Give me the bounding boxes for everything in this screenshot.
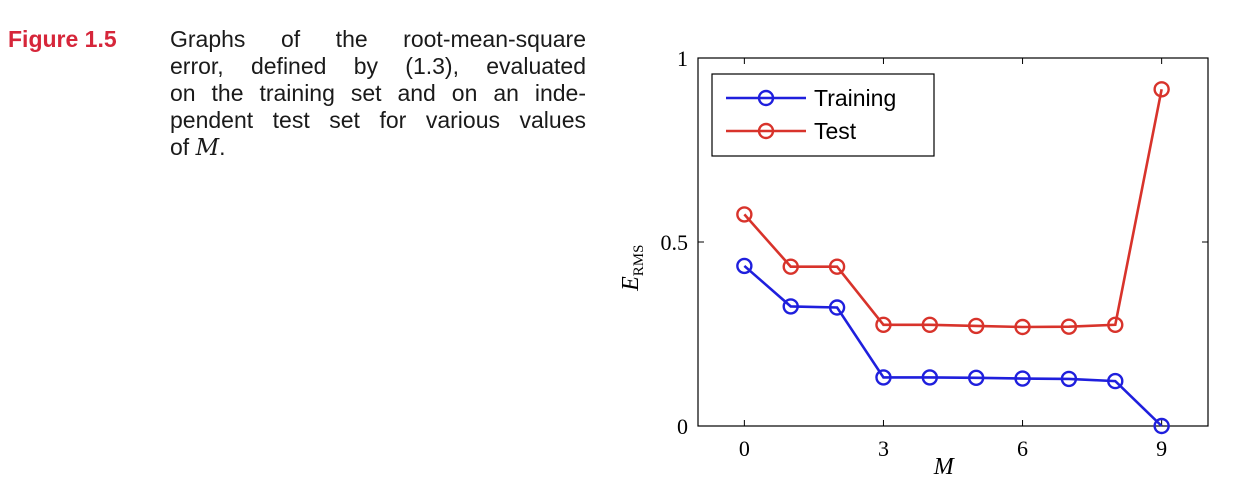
caption-line: pendent test set for various values <box>170 107 586 133</box>
data-point <box>736 206 753 223</box>
caption-last-prefix: of <box>170 134 196 160</box>
data-point <box>1014 318 1031 336</box>
data-point <box>921 316 939 333</box>
data-point <box>1153 417 1170 435</box>
data-point <box>1153 81 1170 98</box>
data-point <box>875 369 892 386</box>
legend-item: Training <box>726 85 896 111</box>
rms-error-chart: 0 3 6 9 0 0.5 1 Training Test M ERMS <box>618 46 1209 480</box>
x-tick-label: 0 <box>739 436 750 461</box>
legend-label: Test <box>814 118 857 144</box>
legend-marker <box>757 122 775 140</box>
data-point <box>1060 318 1078 335</box>
series-test <box>736 81 1170 336</box>
data-point <box>828 258 846 275</box>
data-point <box>1060 370 1078 388</box>
y-tick-label: 0 <box>677 414 688 439</box>
data-point <box>967 369 985 386</box>
data-point <box>1107 316 1124 333</box>
data-point <box>782 258 799 275</box>
caption-line: error, defined by (1.3), evaluated <box>170 53 586 79</box>
data-point <box>828 299 846 316</box>
legend-label: Training <box>814 85 896 111</box>
y-tick-label: 0.5 <box>661 230 689 255</box>
x-axis-label: M <box>933 454 956 480</box>
data-point <box>921 369 939 386</box>
y-axis-label-main: E <box>618 276 644 292</box>
series-line <box>743 89 1163 329</box>
series-training <box>736 257 1170 435</box>
data-point <box>1014 370 1031 387</box>
data-point <box>967 317 985 335</box>
caption-last-suffix: . <box>219 134 226 160</box>
data-point <box>736 257 753 275</box>
caption-line-last: of M. <box>170 134 586 162</box>
y-tick-label: 1 <box>677 46 688 71</box>
data-point <box>782 298 799 315</box>
legend-item: Test <box>726 118 857 144</box>
series-layer <box>736 81 1170 435</box>
figure-label: Figure 1.5 <box>8 26 117 52</box>
axes: 0 3 6 9 0 0.5 1 <box>661 46 1209 461</box>
y-axis-label-sub: RMS <box>631 245 647 277</box>
series-line <box>743 264 1163 427</box>
x-tick-label: 6 <box>1017 436 1028 461</box>
data-point <box>1107 372 1124 390</box>
data-point <box>875 316 892 333</box>
x-tick-label: 9 <box>1156 436 1167 461</box>
legend-box <box>711 73 935 157</box>
caption-text: Graphs of the root-mean-square error, de… <box>170 26 586 162</box>
legend-marker <box>757 89 775 107</box>
caption-line: on the training set and on an inde- <box>170 80 586 106</box>
caption-line: Graphs of the root-mean-square <box>170 26 586 52</box>
y-axis-label: ERMS <box>618 245 647 292</box>
x-tick-label: 3 <box>878 436 889 461</box>
legend: Training Test <box>711 73 935 157</box>
caption-math-symbol: M <box>195 135 220 161</box>
axis-labels: M ERMS <box>618 245 956 480</box>
